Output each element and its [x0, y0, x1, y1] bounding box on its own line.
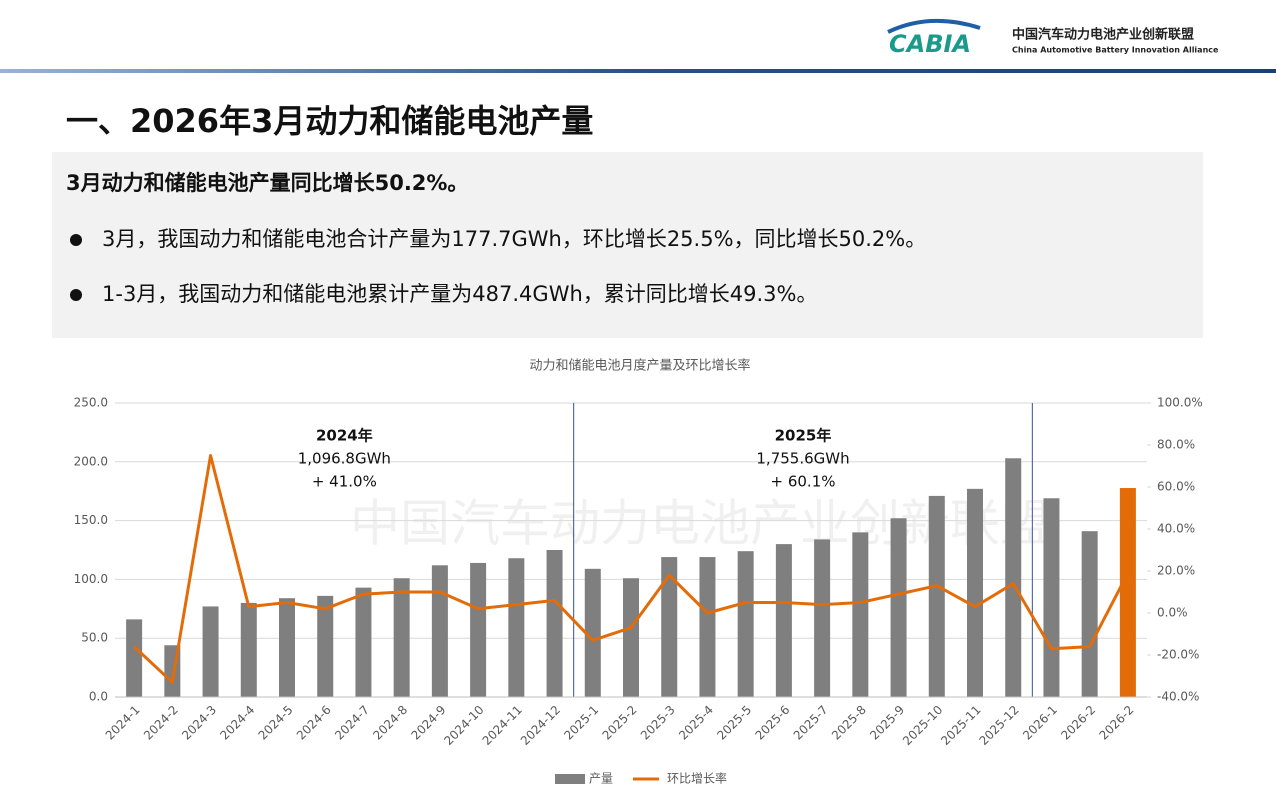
bar [202, 606, 219, 697]
bar [1043, 498, 1060, 697]
legend-label: 产量 [589, 772, 613, 786]
bar [546, 550, 563, 697]
header-rule [0, 69, 1276, 73]
x-tick-label: 2024-4 [217, 703, 257, 743]
annotation: 2024年 [316, 427, 373, 445]
x-tick-label: 2024-8 [370, 703, 410, 743]
y2-tick-label: 80.0% [1157, 438, 1195, 452]
y2-tick-label: -40.0% [1157, 690, 1199, 704]
x-tick-label: 2024-7 [332, 703, 372, 743]
bar [967, 488, 983, 697]
bar [355, 587, 372, 697]
logo-arc [887, 18, 981, 34]
y-tick-label: 50.0 [81, 631, 108, 645]
bar [393, 578, 410, 697]
x-tick-label: 2024-12 [518, 703, 563, 748]
bar [1005, 458, 1022, 697]
bullet: 1-3月，我国动力和储能电池累计产量为487.4GWh，累计同比增长49.3%。 [102, 282, 817, 306]
line [133, 454, 1130, 684]
bar [317, 595, 334, 697]
x-tick-label: 2025-4 [676, 703, 716, 743]
bar [431, 565, 448, 697]
x-tick-label: 2025-12 [976, 703, 1021, 748]
x-tick-label: 2024-6 [294, 703, 334, 743]
x-tick-label: 2026-1 [1020, 703, 1060, 743]
org-en: China Automotive Battery Innovation Alli… [1012, 46, 1219, 55]
x-tick-label: 2025-11 [938, 703, 983, 748]
y2-tick-label: 40.0% [1157, 522, 1195, 536]
x-tick-label: 2024-1 [103, 703, 143, 743]
slide-title: 一、2026年3月动力和储能电池产量 [66, 102, 593, 140]
x-tick-label: 2025-6 [753, 703, 793, 743]
x-tick-label: 2026-2 [1097, 703, 1137, 743]
x-tick-label: 2024-2 [141, 703, 181, 743]
annotation: + 41.0% [312, 473, 377, 491]
x-tick-label: 2025-1 [561, 703, 601, 743]
x-tick-label: 2024-3 [179, 703, 219, 743]
y2-tick-label: 0.0% [1157, 606, 1188, 620]
bar [1119, 488, 1136, 697]
bar [470, 562, 487, 697]
bar [928, 495, 945, 697]
summary-heading: 3月动力和储能电池产量同比增长50.2%。 [66, 171, 468, 195]
annotation: + 60.1% [771, 473, 836, 491]
legend-label: 环比增长率 [667, 771, 727, 786]
y-tick-label: 0.0 [89, 690, 108, 704]
y2-tick-label: -20.0% [1157, 648, 1199, 662]
y2-tick-label: 20.0% [1157, 564, 1195, 578]
org-cn: 中国汽车动力电池产业创新联盟 [1012, 27, 1194, 43]
chart-title: 动力和储能电池月度产量及环比增长率 [529, 358, 750, 374]
bar [584, 568, 601, 697]
bar [1081, 531, 1098, 697]
bar [126, 619, 143, 697]
annotation: 1,755.6GWh [756, 450, 849, 468]
logo: CABIA [889, 30, 971, 58]
y2-tick-label: 100.0% [1157, 396, 1203, 410]
annotation: 1,096.8GWh [298, 450, 391, 468]
legend-swatch [555, 774, 585, 784]
x-tick-label: 2025-3 [638, 703, 678, 743]
x-tick-label: 2026-2 [1058, 703, 1098, 743]
bar [852, 532, 869, 697]
bar [508, 558, 525, 697]
y-tick-label: 100.0 [74, 572, 108, 586]
x-tick-label: 2024-5 [256, 703, 296, 743]
y-tick-label: 200.0 [74, 454, 108, 468]
x-tick-label: 2025-10 [900, 703, 945, 748]
bar [737, 551, 754, 697]
x-tick-label: 2025-8 [829, 703, 869, 743]
x-tick-label: 2025-5 [714, 703, 754, 743]
y2-tick-label: 60.0% [1157, 480, 1195, 494]
x-tick-label: 2025-7 [791, 703, 831, 743]
y-tick-label: 150.0 [74, 513, 108, 527]
y-tick-label: 250.0 [74, 396, 108, 410]
x-tick-label: 2024-10 [441, 703, 486, 748]
bar [890, 518, 907, 697]
watermark: 中国汽车动力电池产业创新联盟 [350, 495, 1050, 553]
bar [279, 598, 295, 697]
bullet-dot [70, 234, 82, 246]
bar [699, 557, 716, 697]
bar [661, 557, 678, 697]
x-tick-label: 2024-11 [480, 703, 525, 748]
bullet-dot [70, 289, 82, 301]
bar [775, 544, 792, 697]
summary-box [52, 152, 1203, 338]
x-tick-label: 2025-2 [600, 703, 640, 743]
bullet: 3月，我国动力和储能电池合计产量为177.7GWh，环比增长25.5%，同比增长… [102, 227, 926, 251]
bar [240, 602, 257, 697]
bar [623, 578, 639, 697]
bar [814, 539, 831, 697]
annotation: 2025年 [775, 427, 832, 445]
